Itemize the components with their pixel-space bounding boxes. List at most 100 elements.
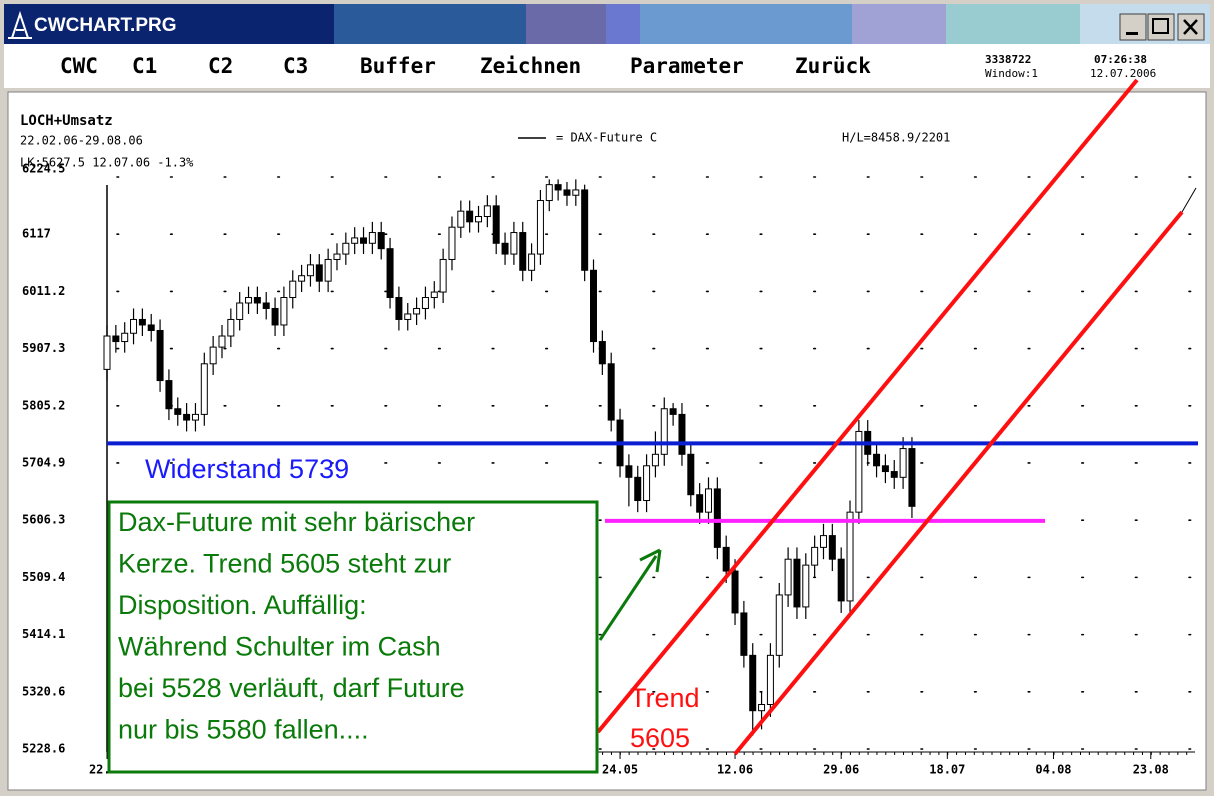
menu-item[interactable]: Parameter bbox=[630, 54, 744, 78]
candle-body bbox=[386, 248, 394, 299]
menu-bar bbox=[4, 44, 1210, 88]
candle-body bbox=[333, 253, 341, 260]
candle-body bbox=[890, 471, 898, 478]
annotation-line: Disposition. Auffällig: bbox=[118, 590, 367, 620]
candle-body bbox=[536, 200, 544, 255]
candle-body bbox=[253, 297, 261, 304]
menu-item[interactable]: Zeichnen bbox=[480, 54, 581, 78]
candle-body bbox=[324, 258, 332, 282]
candle-body bbox=[289, 280, 297, 299]
candle-body bbox=[758, 704, 766, 712]
annotation-arrowhead bbox=[639, 548, 662, 573]
x-tick-label: 29.06 bbox=[823, 763, 859, 777]
candle-body bbox=[165, 380, 173, 410]
candle-body bbox=[545, 184, 553, 202]
candle-body bbox=[660, 408, 668, 455]
maximize-button[interactable] bbox=[1147, 13, 1175, 41]
candle-body bbox=[430, 291, 438, 299]
title-bar-segment bbox=[852, 4, 946, 44]
annotation-line: Während Schulter im Cash bbox=[118, 632, 441, 662]
candle-body bbox=[457, 210, 465, 228]
candle-body bbox=[200, 363, 208, 415]
trend-tail bbox=[1181, 187, 1197, 213]
candle-body bbox=[236, 302, 244, 320]
candle-body bbox=[342, 242, 350, 255]
y-tick-label: 5704.9 bbox=[22, 455, 65, 469]
annotation-line: nur bis 5580 fallen.... bbox=[118, 715, 369, 745]
status-text: 12.07.2006 bbox=[1090, 67, 1156, 80]
candle-body bbox=[413, 307, 421, 315]
annotation-arrow bbox=[598, 555, 658, 641]
candle-body bbox=[590, 269, 598, 343]
candle-body bbox=[819, 535, 827, 548]
y-tick-label: 5228.6 bbox=[22, 742, 65, 756]
candle-body bbox=[669, 408, 677, 415]
candle-body bbox=[245, 297, 253, 304]
annotation-line: Trend bbox=[630, 683, 700, 713]
candle-body bbox=[643, 465, 651, 502]
candle-body bbox=[873, 453, 881, 467]
candle-body bbox=[475, 216, 483, 223]
legend-label: = DAX-Future C bbox=[556, 131, 657, 145]
annotation-box bbox=[107, 500, 599, 774]
candle-body bbox=[855, 430, 863, 513]
candle-body bbox=[881, 465, 889, 473]
annotation: Widerstand 5739 bbox=[145, 454, 349, 484]
candle-body bbox=[899, 448, 907, 478]
menu-item[interactable]: Buffer bbox=[360, 54, 436, 78]
x-tick-label: 04.08 bbox=[1035, 763, 1071, 777]
candle-body bbox=[280, 297, 288, 326]
y-tick-label: 6117 bbox=[22, 227, 51, 241]
last-info: LK:5627.5 12.07.06 -1.3% bbox=[20, 156, 194, 170]
menu-item[interactable]: C1 bbox=[132, 54, 157, 78]
candle-body bbox=[112, 335, 120, 343]
candle-body bbox=[749, 654, 757, 712]
x-tick-label: 23.08 bbox=[1133, 763, 1169, 777]
candle-body bbox=[519, 232, 527, 271]
title-bar-segment bbox=[334, 4, 526, 44]
menu-item[interactable]: CWC bbox=[60, 54, 98, 78]
candle-body bbox=[528, 253, 536, 271]
candle-body bbox=[130, 318, 138, 334]
close-icon bbox=[1183, 19, 1198, 35]
candle-body bbox=[678, 413, 686, 455]
candle-body bbox=[147, 324, 155, 331]
y-tick-label: 5414.1 bbox=[22, 627, 65, 641]
candle-body bbox=[793, 558, 801, 608]
title-bar-segment bbox=[946, 4, 1080, 44]
candle-body bbox=[298, 275, 306, 282]
candle-body bbox=[731, 570, 739, 614]
candle-body bbox=[837, 558, 845, 602]
candle-body bbox=[846, 511, 854, 602]
trend-channel bbox=[733, 210, 1184, 756]
chart-subtitle: 22.02.06-29.08.06 bbox=[20, 134, 143, 148]
candle-body bbox=[572, 189, 580, 196]
title-bar-segment bbox=[526, 4, 606, 44]
candle-body bbox=[315, 264, 323, 282]
chart-title: LOCH+Umsatz bbox=[20, 113, 113, 129]
candle-body bbox=[377, 232, 385, 250]
candle-body bbox=[227, 318, 235, 337]
candle-body bbox=[784, 558, 792, 596]
candle-body bbox=[802, 564, 810, 608]
menu-item[interactable]: Zurück bbox=[795, 54, 871, 78]
annotation-line: Dax-Future mit sehr bärischer bbox=[118, 507, 475, 537]
annotation-line: Kerze. Trend 5605 steht zur bbox=[118, 549, 451, 579]
candle-body bbox=[554, 184, 562, 191]
candle-body bbox=[404, 313, 412, 320]
menu-item[interactable]: C3 bbox=[283, 54, 308, 78]
minimize-button[interactable] bbox=[1119, 13, 1147, 41]
window-title: CWCHART.PRG bbox=[34, 15, 177, 36]
candle-body bbox=[696, 494, 704, 513]
candle-body bbox=[766, 654, 774, 706]
y-tick-label: 5907.3 bbox=[22, 341, 65, 355]
y-tick-label: 5320.6 bbox=[22, 684, 65, 698]
candle-body bbox=[651, 453, 659, 467]
menu-item[interactable]: C2 bbox=[208, 54, 233, 78]
candle-body bbox=[598, 341, 606, 365]
candle-body bbox=[563, 189, 571, 196]
y-tick-label: 6011.2 bbox=[22, 284, 65, 298]
annotation-line: 5605 bbox=[630, 723, 690, 753]
